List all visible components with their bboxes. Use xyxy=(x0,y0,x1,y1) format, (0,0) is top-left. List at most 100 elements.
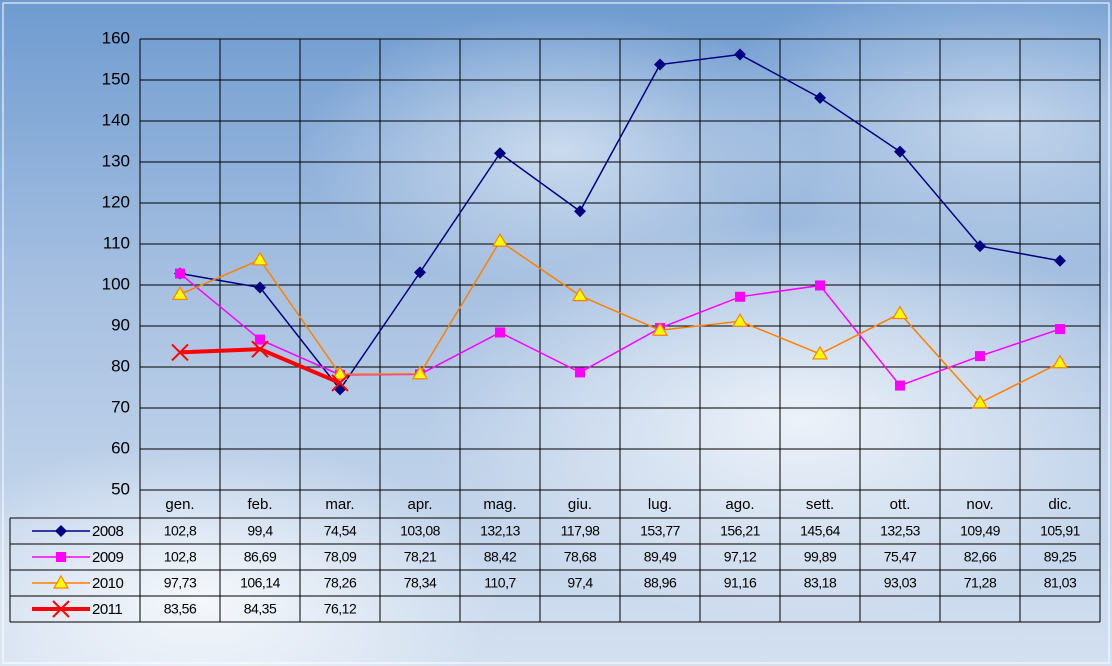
y-tick-label: 70 xyxy=(111,397,130,416)
legend-label: 2008 xyxy=(92,523,124,540)
data-point xyxy=(895,380,905,391)
table-value: 110,7 xyxy=(484,575,516,591)
y-tick-label: 80 xyxy=(111,356,130,375)
data-point xyxy=(255,334,265,345)
table-value: 82,66 xyxy=(964,549,997,565)
table-value: 78,68 xyxy=(564,549,597,565)
data-point xyxy=(571,287,589,302)
series-line xyxy=(179,347,341,385)
data-point xyxy=(1055,324,1065,335)
data-point xyxy=(175,268,185,279)
series-line xyxy=(179,53,1061,391)
table-value: 132,53 xyxy=(880,523,921,539)
table-value: 93,03 xyxy=(884,575,917,591)
x-tick-label: apr. xyxy=(407,496,432,513)
data-point xyxy=(894,145,906,158)
table-value: 97,4 xyxy=(567,575,593,591)
table-value: 117,98 xyxy=(561,523,600,539)
data-point xyxy=(815,280,825,291)
data-point xyxy=(171,343,189,362)
table-value: 106,14 xyxy=(240,575,281,591)
x-tick-label: lug. xyxy=(648,496,672,513)
data-point xyxy=(575,367,585,378)
data-point xyxy=(251,251,269,266)
data-point xyxy=(331,374,349,392)
data-point xyxy=(414,266,426,279)
x-tick-label: dic. xyxy=(1048,496,1071,513)
table-value: 74,54 xyxy=(324,523,357,539)
legend-marker xyxy=(52,574,70,589)
y-tick-label: 150 xyxy=(102,69,130,88)
table-value: 89,49 xyxy=(644,549,677,565)
table-value: 97,12 xyxy=(724,549,757,565)
y-tick-label: 50 xyxy=(111,479,130,498)
legend-label: 2010 xyxy=(92,575,124,592)
x-tick-label: mag. xyxy=(483,496,516,513)
table-value: 99,89 xyxy=(804,549,837,565)
x-tick-label: mar. xyxy=(325,496,354,513)
table-value: 89,25 xyxy=(1044,549,1077,565)
table-value: 153,77 xyxy=(640,523,681,539)
x-tick-label: giu. xyxy=(568,496,592,513)
data-point xyxy=(491,232,509,247)
data-point xyxy=(254,281,266,294)
data-point xyxy=(814,91,826,104)
data-point xyxy=(975,351,985,362)
data-point xyxy=(971,394,989,409)
table-value: 78,34 xyxy=(404,575,437,591)
data-point xyxy=(1051,354,1069,369)
table-value: 81,03 xyxy=(1044,575,1077,591)
table-value: 78,26 xyxy=(324,575,357,591)
table-value: 84,35 xyxy=(244,601,277,617)
data-point xyxy=(495,327,505,338)
data-point xyxy=(891,305,909,320)
x-tick-label: ott. xyxy=(890,496,911,513)
table-value: 105,91 xyxy=(1040,523,1081,539)
table-value: 86,69 xyxy=(244,549,277,565)
table-value: 71,28 xyxy=(964,575,997,591)
data-point xyxy=(251,340,269,358)
table-value: 103,08 xyxy=(400,523,441,539)
data-point xyxy=(654,58,666,71)
data-point xyxy=(974,240,986,253)
table-value: 78,09 xyxy=(324,549,357,565)
data-point xyxy=(731,313,749,327)
x-tick-label: sett. xyxy=(806,496,834,513)
y-tick-label: 110 xyxy=(103,233,130,252)
table-value: 78,21 xyxy=(404,549,437,565)
x-tick-label: feb. xyxy=(247,496,272,513)
data-point xyxy=(811,345,829,360)
table-value: 91,16 xyxy=(724,575,757,591)
table-value: 76,12 xyxy=(324,601,357,617)
x-tick-label: gen. xyxy=(165,496,194,513)
table-value: 75,47 xyxy=(884,549,917,565)
y-tick-label: 130 xyxy=(102,151,130,170)
y-tick-label: 90 xyxy=(111,315,130,334)
series-line xyxy=(179,272,1061,387)
data-point xyxy=(411,365,429,380)
y-tick-label: 60 xyxy=(111,438,130,457)
table-value: 88,42 xyxy=(484,549,517,565)
legend-label: 2011 xyxy=(92,601,122,618)
series-line xyxy=(179,240,1061,404)
x-tick-label: ago. xyxy=(725,496,754,513)
table-value: 97,73 xyxy=(164,575,197,591)
table-value: 109,49 xyxy=(960,523,1001,539)
y-tick-label: 100 xyxy=(102,274,130,293)
legend-marker xyxy=(52,600,70,618)
table-value: 145,64 xyxy=(800,523,841,539)
y-tick-label: 120 xyxy=(102,192,130,211)
legend-marker xyxy=(55,525,67,537)
table-value: 99,4 xyxy=(247,523,273,539)
data-point xyxy=(574,205,586,218)
table-value: 102,8 xyxy=(164,549,197,565)
legend-label: 2009 xyxy=(92,549,124,566)
legend-marker xyxy=(56,552,66,562)
data-point xyxy=(1054,254,1066,267)
y-tick-label: 160 xyxy=(102,28,130,47)
data-point xyxy=(734,48,746,61)
y-tick-label: 140 xyxy=(102,110,130,129)
